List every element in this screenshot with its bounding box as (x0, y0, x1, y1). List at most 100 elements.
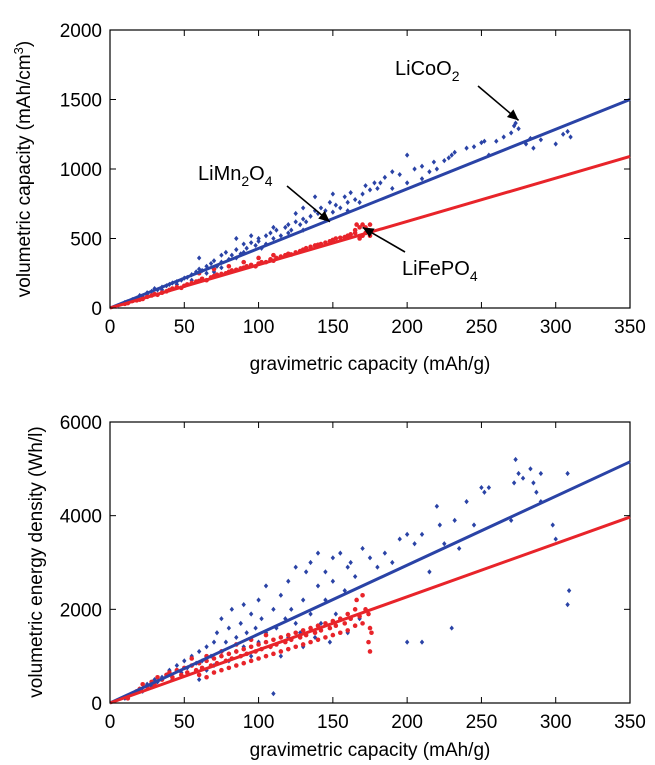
data-point-red (345, 628, 351, 633)
data-point-blue (479, 484, 484, 491)
y-tick-label: 6000 (60, 413, 102, 434)
data-point-red (211, 656, 217, 661)
data-point-blue (553, 536, 558, 542)
data-point-blue (352, 196, 358, 203)
data-point-blue (566, 588, 572, 594)
data-point-blue (404, 152, 410, 158)
data-point-red (323, 635, 328, 640)
data-point-blue (516, 470, 521, 477)
data-point-blue (223, 639, 229, 645)
data-point-blue (248, 240, 254, 246)
data-point-red (248, 658, 254, 664)
data-point-red (315, 637, 321, 643)
data-point-blue (348, 559, 353, 566)
x-tick-label: 300 (540, 712, 572, 733)
data-point-blue (204, 263, 209, 269)
data-point-blue (360, 545, 365, 552)
data-point-blue (211, 269, 217, 275)
data-point-blue (241, 602, 246, 608)
data-layer (109, 456, 631, 705)
x-tick-label: 350 (614, 712, 646, 733)
data-point-red (263, 639, 269, 645)
data-point-red (357, 236, 362, 241)
data-point-blue (271, 691, 276, 697)
data-point-red (352, 227, 358, 233)
data-point-blue (565, 128, 570, 135)
data-point-red (226, 651, 232, 657)
x-tick-label: 150 (317, 712, 349, 733)
data-point-red (241, 259, 247, 265)
data-point-red (360, 592, 365, 598)
data-point-blue (300, 205, 306, 211)
x-axis-label: gravimetric capacity (mAh/g) (250, 740, 491, 761)
data-point-red (354, 222, 359, 227)
data-point-blue (238, 251, 243, 257)
data-point-blue (360, 191, 365, 197)
data-point-blue (256, 639, 261, 645)
data-point-blue (241, 241, 246, 247)
data-point-blue (204, 270, 209, 276)
data-point-blue (259, 616, 264, 622)
data-point-blue (342, 588, 347, 594)
y-tick-label: 500 (70, 230, 102, 251)
data-point-red (204, 674, 209, 680)
data-point-blue (565, 470, 570, 477)
data-point-blue (560, 131, 566, 137)
data-point-blue (471, 144, 477, 150)
data-point-blue (253, 625, 258, 631)
data-point-blue (382, 174, 388, 180)
x-tick-label: 200 (391, 712, 423, 733)
x-tick-label: 50 (174, 317, 195, 338)
data-point-red (366, 639, 371, 645)
data-point-red (300, 628, 306, 633)
data-point-red (366, 611, 371, 617)
data-point-red (300, 642, 306, 647)
data-point-blue (449, 625, 454, 631)
x-axis-label: gravimetric capacity (mAh/g) (250, 354, 491, 375)
data-point-blue (289, 606, 294, 612)
data-point-blue (308, 611, 313, 617)
data-point-blue (449, 152, 454, 158)
data-point-blue (330, 555, 336, 561)
data-point-blue (419, 176, 425, 182)
data-point-blue (482, 489, 487, 495)
data-point-blue (263, 233, 269, 239)
data-point-blue (348, 190, 353, 196)
trend-line-red (109, 515, 631, 705)
data-point-red (241, 646, 247, 652)
data-point-red (140, 681, 145, 687)
data-point-blue (404, 531, 410, 537)
data-point-blue (293, 219, 298, 225)
data-point-red (241, 660, 247, 666)
data-point-blue (289, 227, 294, 233)
data-point-blue (397, 536, 402, 542)
data-point-red (369, 630, 374, 636)
data-point-blue (174, 662, 180, 669)
data-point-blue (256, 238, 261, 244)
data-point-blue (308, 559, 313, 566)
data-point-blue (204, 667, 209, 673)
data-point-blue (390, 559, 395, 566)
data-point-red (211, 670, 217, 675)
data-point-blue (486, 484, 492, 491)
data-point-red (219, 667, 224, 673)
data-point-blue (315, 583, 321, 589)
data-point-red (367, 649, 373, 654)
data-point-red (233, 663, 239, 668)
data-point-red (337, 235, 343, 241)
data-point-blue (208, 260, 214, 267)
data-point-blue (244, 245, 249, 251)
data-point-blue (565, 602, 570, 608)
data-point-blue (286, 222, 291, 228)
y-tick-label: 2000 (60, 600, 102, 621)
data-point-blue (196, 266, 202, 272)
data-point-blue (375, 564, 380, 570)
data-point-red (248, 644, 254, 650)
data-point-blue (300, 216, 306, 222)
data-point-blue (412, 166, 417, 172)
data-point-blue (513, 120, 518, 126)
data-point-blue (263, 583, 269, 589)
data-point-red (367, 625, 373, 631)
data-point-blue (390, 169, 395, 175)
data-point-red (155, 674, 160, 680)
